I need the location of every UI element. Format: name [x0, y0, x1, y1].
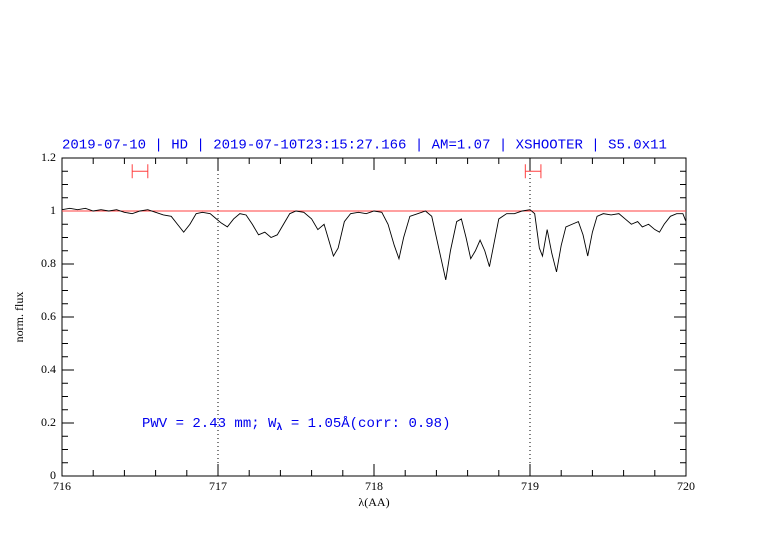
y-tick-label: 1	[50, 203, 56, 217]
x-tick-label: 716	[53, 479, 71, 493]
y-tick-label: 0.4	[41, 362, 56, 376]
y-tick-label: 0.2	[41, 415, 56, 429]
chart-title: 2019-07-10 | HD | 2019-07-10T23:15:27.16…	[62, 138, 667, 154]
spectrum-line	[61, 207, 687, 280]
annotation: PWV = 2.43 mm; Wλ = 1.05Å(corr: 0.98)	[142, 415, 450, 434]
x-tick-label: 719	[521, 479, 539, 493]
y-axis-label: norm. flux	[12, 292, 26, 343]
x-tick-label: 718	[365, 479, 383, 493]
annotation-text: = 1.05Å(corr: 0.98)	[282, 415, 450, 432]
y-tick-label: 0	[50, 468, 56, 482]
x-tick-label: 717	[209, 479, 227, 493]
annotation-text: PWV = 2.43 mm; W	[142, 416, 277, 432]
x-axis-label: λ(AA)	[358, 495, 389, 509]
y-tick-label: 0.8	[41, 256, 56, 270]
annotation-subscript: λ	[276, 422, 282, 434]
x-tick-label: 720	[677, 479, 695, 493]
y-tick-label: 1.2	[41, 150, 56, 164]
y-tick-label: 0.6	[41, 309, 56, 323]
